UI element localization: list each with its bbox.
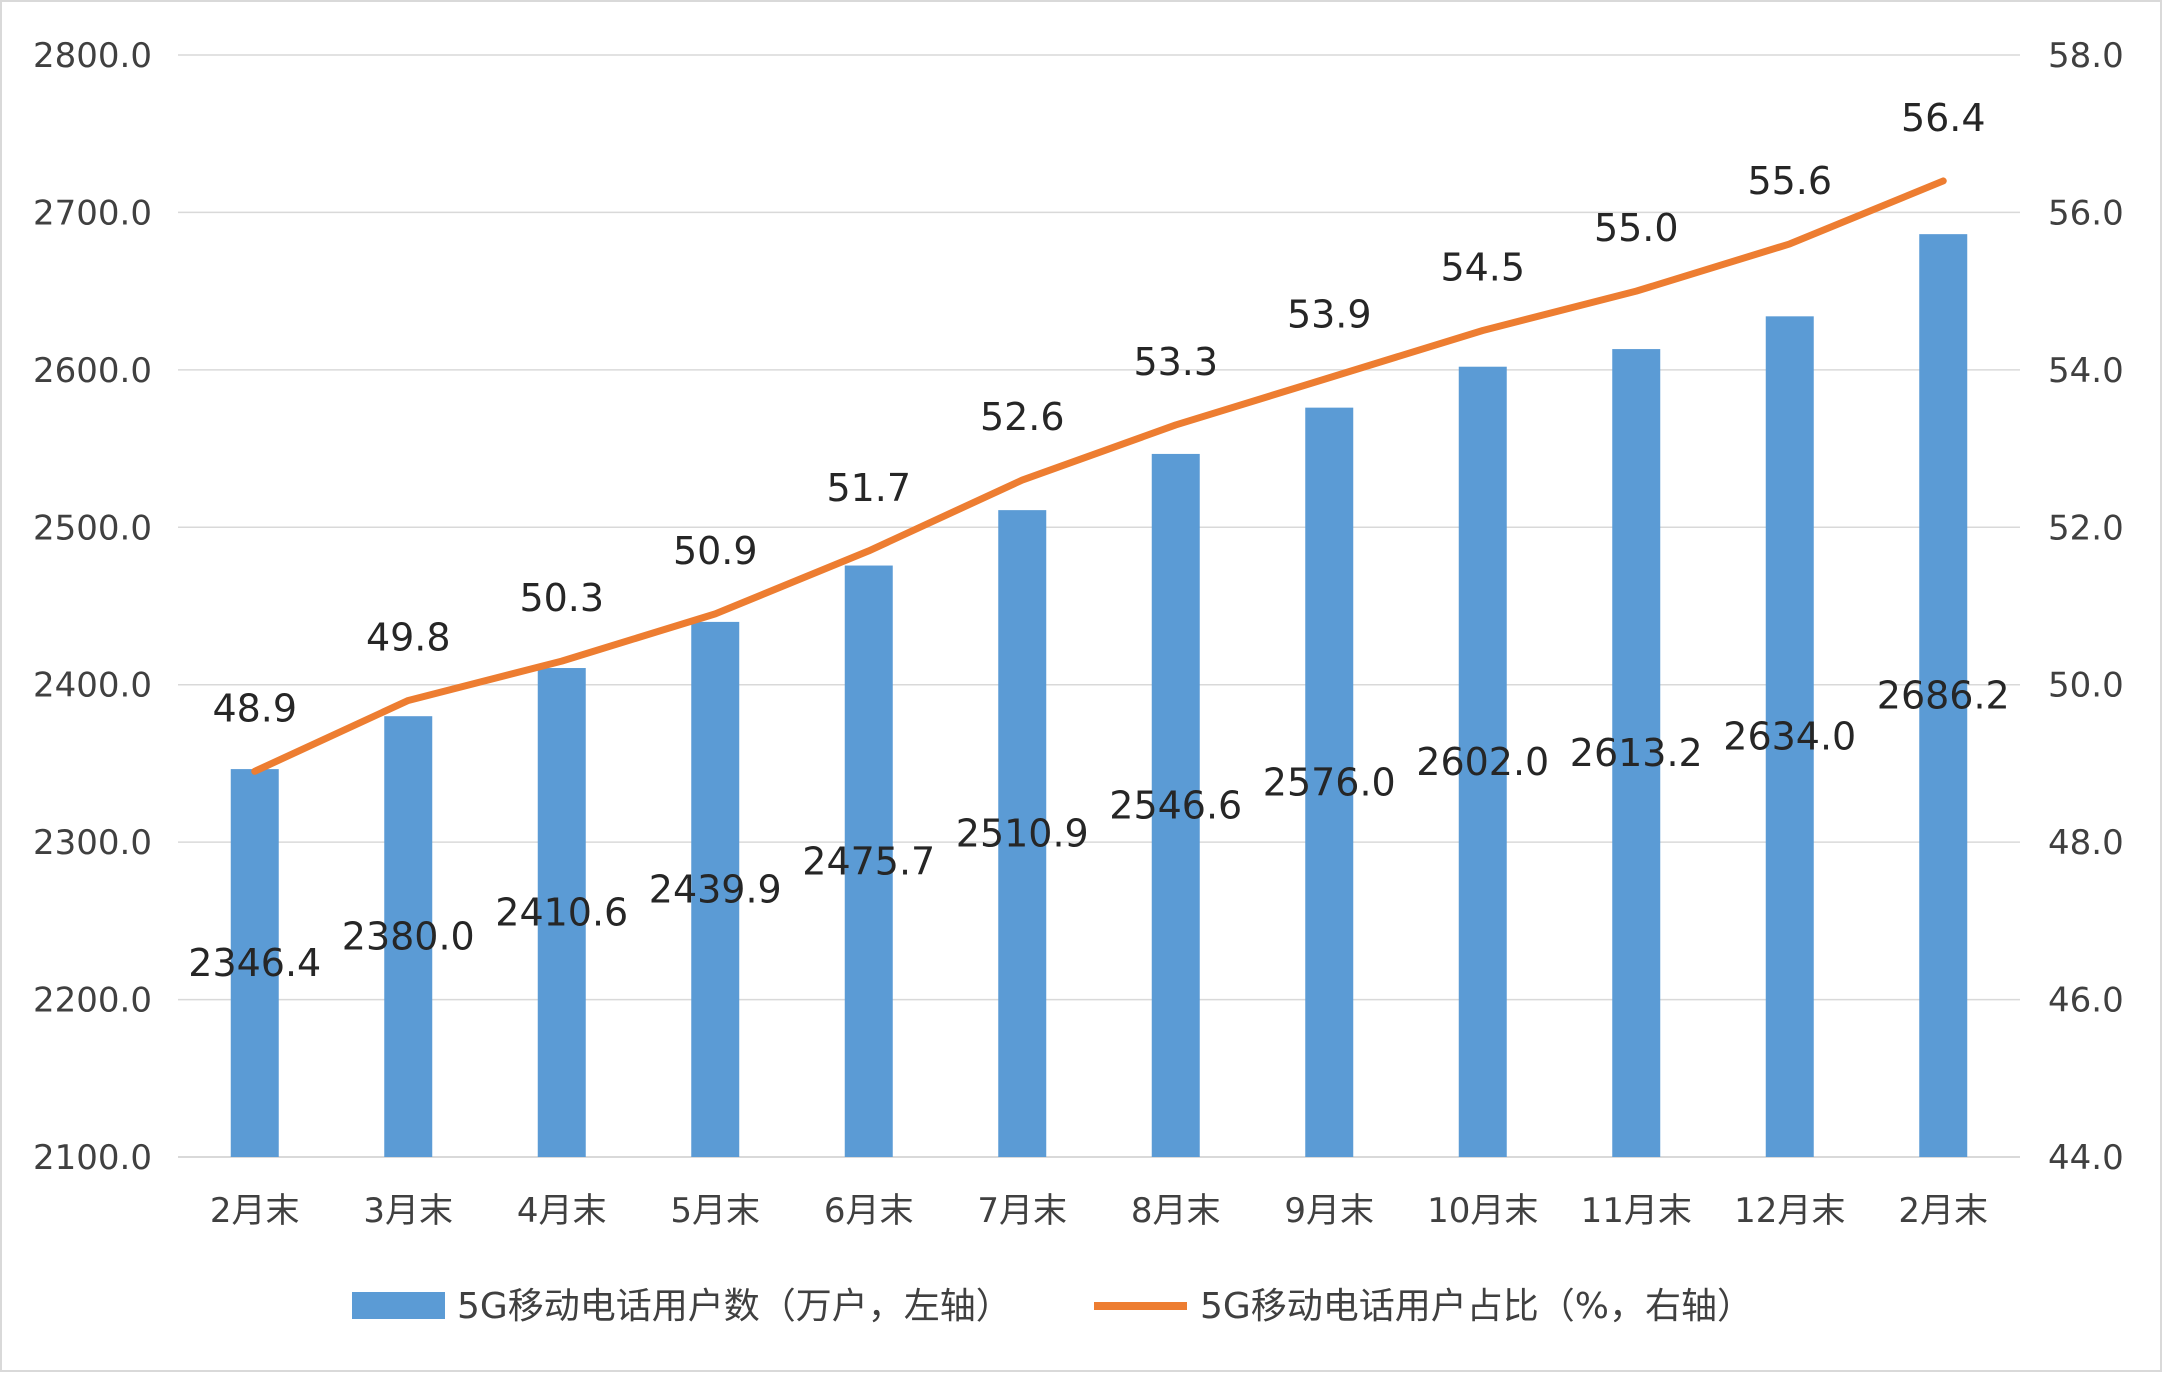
line-point	[1172, 421, 1179, 428]
line-point	[1940, 177, 1947, 184]
bar-series	[230, 234, 1968, 1158]
x-axis-ticks: 2月末 3月末 4月末 5月末 6月末 7月末 8月末 9月末 10月末 11月末 12月末 2月末	[210, 1191, 1988, 1231]
left-axis-tick-label: 2100.0	[33, 1138, 152, 1178]
left-axis-tick-label: 2200.0	[33, 981, 152, 1021]
left-axis-tick-label: 2400.0	[33, 666, 152, 706]
legend-label-bar: 5G移动电话用户数（万户，左轴）	[457, 1286, 1012, 1327]
right-axis-tick-label: 44.0	[2048, 1138, 2124, 1178]
line-point	[1019, 477, 1026, 484]
line-data-label: 56.4	[1901, 96, 1986, 140]
line-data-label: 48.9	[212, 686, 297, 730]
bar-data-label: 2613.2	[1570, 731, 1703, 775]
bar-data-label: 2346.4	[188, 941, 321, 985]
bar-data-label: 2634.0	[1723, 715, 1856, 759]
line-point	[865, 547, 872, 554]
line-point	[1326, 374, 1333, 381]
line-data-label: 55.0	[1594, 206, 1679, 250]
bar-data-label: 2602.0	[1416, 740, 1549, 784]
line-data-label: 53.9	[1287, 293, 1372, 337]
x-axis-tick-label: 2月末	[1898, 1191, 1988, 1231]
right-axis-ticks: 44.0 46.0 48.0 50.0 52.0 54.0 56.0 58.0	[2048, 36, 2124, 1178]
bar	[1151, 453, 1200, 1157]
x-axis-tick-label: 2月末	[210, 1191, 300, 1231]
bar	[844, 565, 893, 1157]
bar-data-label: 2380.0	[342, 915, 475, 959]
left-axis-ticks: 2100.0 2200.0 2300.0 2400.0 2500.0 2600.0 2700…	[33, 36, 152, 1178]
x-axis-tick-label: 6月末	[824, 1191, 914, 1231]
bar-data-label: 2686.2	[1877, 674, 2010, 718]
bar-data-label: 2546.6	[1109, 783, 1242, 827]
x-axis-tick-label: 7月末	[977, 1191, 1067, 1231]
bar	[691, 621, 740, 1157]
bar	[384, 716, 433, 1157]
line-series	[251, 177, 1947, 775]
line-data-label: 53.3	[1133, 340, 1218, 384]
x-axis-tick-label: 11月末	[1581, 1191, 1692, 1231]
right-axis-tick-label: 54.0	[2048, 351, 2124, 391]
x-axis-tick-label: 8月末	[1131, 1191, 1221, 1231]
x-axis-tick-label: 9月末	[1284, 1191, 1374, 1231]
line-point	[251, 768, 258, 775]
left-axis-tick-label: 2800.0	[33, 36, 152, 76]
line-data-label: 50.3	[519, 576, 604, 620]
line-point	[712, 610, 719, 617]
right-axis-tick-label: 46.0	[2048, 981, 2124, 1021]
line-data-label: 54.5	[1440, 246, 1525, 290]
legend-swatch-bar	[352, 1292, 445, 1319]
left-axis-tick-label: 2700.0	[33, 193, 152, 233]
line-data-label: 55.6	[1747, 159, 1832, 203]
bar	[998, 510, 1047, 1158]
bar-data-label: 2475.7	[802, 839, 935, 883]
data-labels: 48.9 49.8 50.3 50.9 51.7 52.6 53.3 53.9 54.5 55.0…	[188, 96, 2009, 985]
right-axis-tick-label: 48.0	[2048, 823, 2124, 863]
line-point	[558, 658, 565, 665]
line-point	[1786, 240, 1793, 247]
right-axis-tick-label: 58.0	[2048, 36, 2124, 76]
line-data-label: 51.7	[826, 466, 911, 510]
bar	[1305, 407, 1354, 1157]
bar-data-label: 2410.6	[495, 891, 628, 935]
left-axis-tick-label: 2500.0	[33, 508, 152, 548]
bar	[1919, 234, 1968, 1158]
line-data-label: 50.9	[673, 529, 758, 573]
line-data-label: 52.6	[980, 395, 1065, 439]
bar	[1458, 366, 1507, 1157]
line-path	[251, 177, 1947, 775]
line-data-label: 49.8	[366, 615, 451, 659]
bar-data-label: 2510.9	[956, 812, 1089, 856]
right-axis-tick-label: 50.0	[2048, 666, 2124, 706]
bar	[1765, 316, 1814, 1157]
x-axis-tick-label: 12月末	[1734, 1191, 1845, 1231]
left-axis-tick-label: 2300.0	[33, 823, 152, 863]
x-axis-tick-label: 3月末	[363, 1191, 453, 1231]
line-point	[1479, 327, 1486, 334]
legend: 5G移动电话用户数（万户，左轴） 5G移动电话用户占比（%，右轴）	[352, 1286, 1753, 1327]
bar-data-label: 2576.0	[1263, 760, 1396, 804]
x-axis-tick-label: 5月末	[670, 1191, 760, 1231]
bar	[230, 769, 279, 1157]
legend-label-line: 5G移动电话用户占比（%，右轴）	[1200, 1286, 1753, 1327]
bar-data-label: 2439.9	[649, 867, 782, 911]
bar	[537, 668, 586, 1157]
left-axis-tick-label: 2600.0	[33, 351, 152, 391]
x-axis-tick-label: 4月末	[517, 1191, 607, 1231]
line-point	[405, 697, 412, 704]
gridlines	[178, 54, 2020, 1158]
bar	[1612, 349, 1661, 1158]
x-axis-tick-label: 10月末	[1427, 1191, 1538, 1231]
right-axis-tick-label: 56.0	[2048, 193, 2124, 233]
line-point	[1633, 288, 1640, 295]
right-axis-tick-label: 52.0	[2048, 508, 2124, 548]
